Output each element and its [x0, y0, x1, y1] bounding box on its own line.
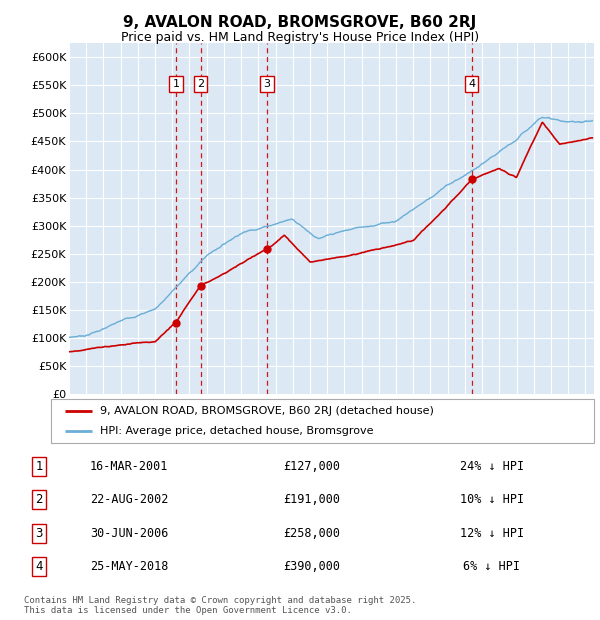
- Text: 30-JUN-2006: 30-JUN-2006: [90, 527, 168, 539]
- Text: 24% ↓ HPI: 24% ↓ HPI: [460, 460, 524, 472]
- Text: 10% ↓ HPI: 10% ↓ HPI: [460, 494, 524, 506]
- Text: 4: 4: [468, 79, 475, 89]
- Text: £191,000: £191,000: [284, 494, 341, 506]
- Text: 3: 3: [263, 79, 271, 89]
- Text: 12% ↓ HPI: 12% ↓ HPI: [460, 527, 524, 539]
- Text: 9, AVALON ROAD, BROMSGROVE, B60 2RJ (detached house): 9, AVALON ROAD, BROMSGROVE, B60 2RJ (det…: [100, 405, 434, 416]
- Text: 4: 4: [35, 560, 43, 573]
- Text: £258,000: £258,000: [284, 527, 341, 539]
- Text: £390,000: £390,000: [284, 560, 341, 573]
- Text: 6% ↓ HPI: 6% ↓ HPI: [463, 560, 521, 573]
- Text: 25-MAY-2018: 25-MAY-2018: [90, 560, 168, 573]
- Text: 2: 2: [35, 494, 43, 506]
- Text: 1: 1: [172, 79, 179, 89]
- Text: 9, AVALON ROAD, BROMSGROVE, B60 2RJ: 9, AVALON ROAD, BROMSGROVE, B60 2RJ: [124, 16, 476, 30]
- Text: 16-MAR-2001: 16-MAR-2001: [90, 460, 168, 472]
- Text: 22-AUG-2002: 22-AUG-2002: [90, 494, 168, 506]
- Text: Contains HM Land Registry data © Crown copyright and database right 2025.
This d: Contains HM Land Registry data © Crown c…: [24, 596, 416, 615]
- Text: £127,000: £127,000: [284, 460, 341, 472]
- Text: 1: 1: [35, 460, 43, 472]
- Text: Price paid vs. HM Land Registry's House Price Index (HPI): Price paid vs. HM Land Registry's House …: [121, 31, 479, 44]
- Text: 2: 2: [197, 79, 204, 89]
- Text: 3: 3: [35, 527, 43, 539]
- Text: HPI: Average price, detached house, Bromsgrove: HPI: Average price, detached house, Brom…: [100, 426, 373, 436]
